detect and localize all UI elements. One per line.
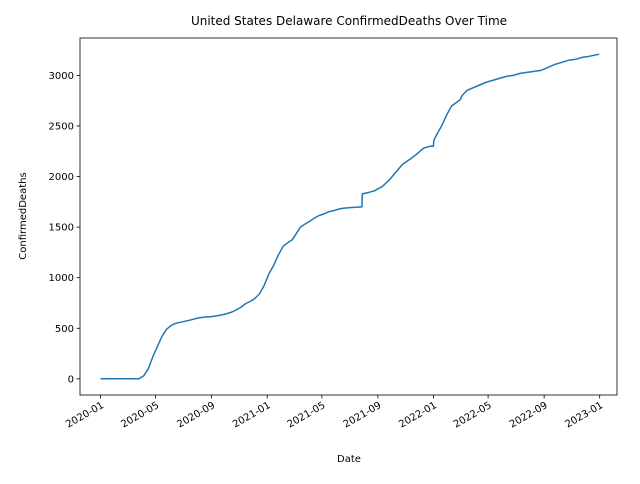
- x-tick-label: 2020-05: [119, 400, 161, 430]
- y-axis: 0 500 1000 1500 2000 2500 3000: [49, 71, 80, 385]
- y-tick-label: 2500: [49, 121, 74, 132]
- x-tick-label: 2022-05: [452, 400, 494, 430]
- y-tick-label: 0: [68, 374, 74, 385]
- chart-title: United States Delaware ConfirmedDeaths O…: [191, 14, 507, 28]
- x-axis-label: Date: [337, 454, 361, 465]
- y-axis-label: ConfirmedDeaths: [18, 172, 29, 259]
- series-line-confirmed-deaths: [100, 53, 600, 380]
- x-tick-label: 2022-01: [397, 400, 439, 430]
- x-tick-label: 2020-09: [175, 400, 217, 430]
- x-tick-label: 2023-01: [563, 400, 605, 430]
- y-tick-label: 1500: [49, 223, 74, 234]
- y-tick-label: 1000: [49, 273, 74, 284]
- plot-frame: [79, 37, 618, 396]
- y-tick-label: 2000: [49, 172, 74, 183]
- x-tick-label: 2020-01: [64, 400, 106, 430]
- x-tick-label: 2021-09: [342, 400, 384, 430]
- x-tick-label: 2021-01: [231, 400, 273, 430]
- x-axis: 2020-01 2020-05 2020-09 2021-01 2021-05 2021-…: [64, 395, 605, 430]
- x-tick-label: 2022-09: [508, 400, 550, 430]
- plot-area: [79, 37, 618, 396]
- x-tick-label: 2021-05: [286, 400, 328, 430]
- y-tick-label: 500: [55, 324, 74, 335]
- y-tick-label: 3000: [49, 71, 74, 82]
